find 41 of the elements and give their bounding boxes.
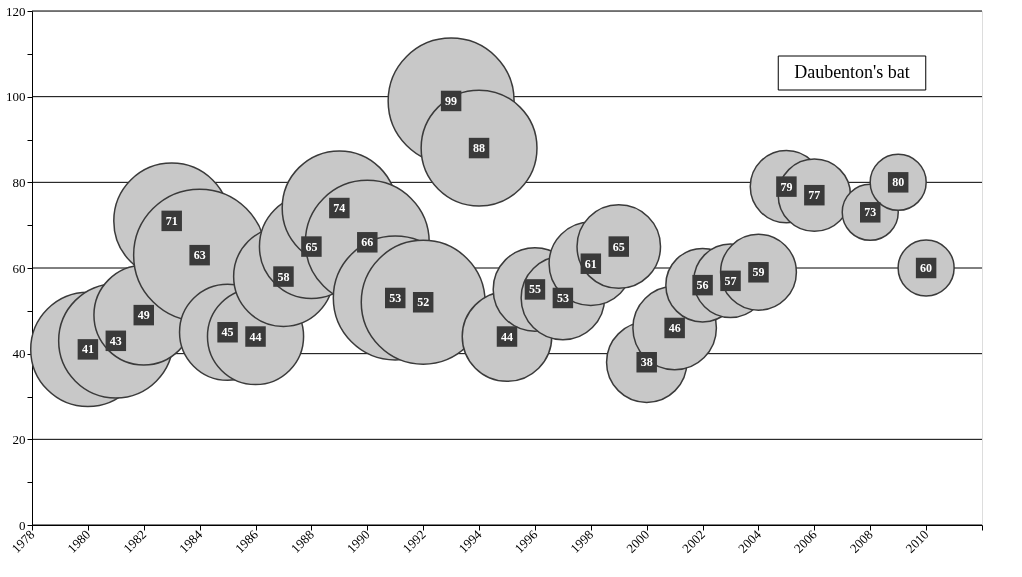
data-label: 38 (640, 355, 653, 370)
data-label: 45 (221, 325, 234, 340)
data-label: 65 (612, 239, 625, 254)
data-label: 66 (361, 235, 374, 250)
data-label: 59 (752, 265, 765, 280)
x-tick-label: 2000 (623, 526, 653, 556)
data-label: 53 (556, 290, 569, 305)
data-label: 61 (584, 256, 597, 271)
x-tick-label: 2008 (846, 526, 876, 556)
data-label: 99 (445, 93, 458, 108)
data-label: 49 (137, 308, 150, 323)
data-label: 65 (305, 239, 318, 254)
y-tick-label: 100 (6, 89, 26, 105)
x-tick-label: 1980 (64, 526, 94, 556)
data-label: 79 (780, 179, 793, 194)
data-label: 74 (333, 201, 346, 216)
y-tick-label: 20 (12, 431, 26, 447)
data-label: 56 (696, 278, 709, 293)
y-tick-label: 40 (12, 346, 26, 362)
data-label: 88 (473, 141, 486, 156)
data-label: 71 (165, 213, 178, 228)
annotation: Daubenton's bat (794, 62, 910, 82)
y-tick-label: 80 (12, 174, 26, 190)
data-label: 60 (920, 261, 933, 275)
data-label: 58 (277, 269, 290, 284)
data-label: 73 (864, 205, 877, 220)
data-label: 46 (668, 320, 681, 335)
data-label: 57 (724, 273, 737, 288)
data-label: 63 (193, 248, 206, 263)
data-label: 80 (892, 175, 905, 190)
data-label: 41 (81, 342, 94, 357)
data-label: 55 (528, 282, 541, 297)
y-tick-label: 60 (12, 260, 26, 276)
y-tick-label: 120 (6, 3, 26, 19)
y-tick-label: 0 (19, 517, 26, 533)
data-label: 77 (808, 188, 821, 203)
data-label: 43 (109, 333, 122, 348)
data-label: 52 (417, 295, 430, 310)
data-label: 53 (389, 290, 402, 305)
data-label: 44 (249, 329, 262, 344)
data-label: 44 (501, 329, 513, 344)
